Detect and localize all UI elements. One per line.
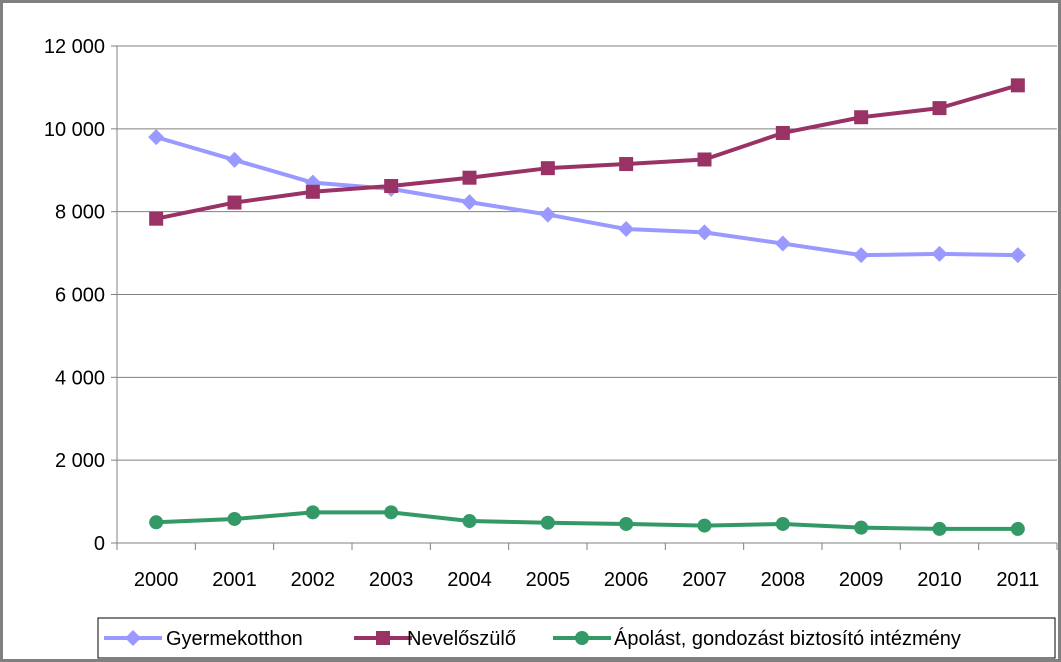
y-tick-label: 2 000 — [55, 450, 105, 472]
data-point-series-3 — [227, 511, 242, 526]
data-point-series-1 — [226, 151, 243, 168]
data-point-series-1 — [618, 221, 635, 238]
series-line-1 — [155, 135, 1018, 258]
data-point-series-3 — [854, 520, 869, 535]
x-tick-label: 2002 — [291, 569, 336, 591]
x-tick-label: 2005 — [526, 569, 571, 591]
data-point-series-2 — [697, 152, 712, 167]
x-tick-label: 2001 — [212, 569, 257, 591]
series-line-2 — [155, 83, 1019, 221]
x-tick-label: 2004 — [447, 569, 492, 591]
data-point-series-3 — [697, 518, 712, 533]
data-point-series-2 — [305, 184, 320, 199]
data-point-series-2 — [149, 211, 164, 226]
y-tick-label: 0 — [94, 533, 105, 555]
data-point-series-1 — [931, 245, 948, 262]
data-point-series-3 — [462, 514, 477, 529]
data-point-series-1 — [1009, 247, 1026, 264]
series-line-3 — [156, 510, 1018, 531]
x-tick-label: 2000 — [134, 569, 179, 591]
data-point-series-1 — [774, 235, 791, 252]
x-tick-label: 2009 — [839, 569, 884, 591]
data-point-series-2 — [384, 178, 399, 193]
data-point-series-3 — [149, 515, 164, 530]
data-point-series-3 — [540, 515, 555, 530]
legend-label-3: Ápolást, gondozást biztosító intézmény — [614, 627, 961, 650]
data-point-series-3 — [619, 516, 634, 531]
data-point-series-3 — [775, 516, 790, 531]
y-tick-label: 4 000 — [55, 367, 105, 389]
x-tick-label: 2007 — [682, 569, 727, 591]
y-tick-label: 6 000 — [55, 285, 105, 307]
data-point-series-3 — [1010, 521, 1025, 536]
x-tick-label: 2008 — [761, 569, 806, 591]
data-point-series-1 — [148, 129, 165, 146]
data-point-series-2 — [540, 161, 555, 176]
data-point-series-1 — [461, 194, 478, 211]
data-point-series-3 — [384, 505, 399, 520]
y-tick-label: 12 000 — [44, 36, 105, 58]
data-point-series-2 — [854, 110, 869, 125]
data-point-series-1 — [853, 247, 870, 264]
data-point-series-3 — [305, 505, 320, 520]
x-tick-label: 2006 — [604, 569, 649, 591]
x-tick-label: 2010 — [917, 569, 962, 591]
y-tick-label: 10 000 — [44, 119, 105, 141]
data-point-series-3 — [932, 521, 947, 536]
data-point-series-2 — [462, 170, 477, 185]
legend-label-1: Gyermekotthon — [166, 628, 303, 650]
data-point-series-2 — [1010, 78, 1025, 93]
legend-marker-2 — [376, 631, 390, 645]
data-point-series-1 — [696, 224, 713, 241]
legend-marker-1 — [125, 630, 141, 646]
data-point-series-2 — [227, 195, 242, 210]
legend-label-2: Nevelőszülő — [407, 628, 516, 650]
data-point-series-2 — [619, 157, 634, 172]
x-tick-label: 2003 — [369, 569, 414, 591]
data-point-series-2 — [932, 101, 947, 116]
data-point-series-2 — [775, 125, 790, 140]
y-tick-label: 8 000 — [55, 202, 105, 224]
x-tick-label: 2011 — [996, 569, 1039, 591]
legend-marker-3 — [575, 631, 589, 645]
data-point-series-1 — [539, 206, 556, 223]
